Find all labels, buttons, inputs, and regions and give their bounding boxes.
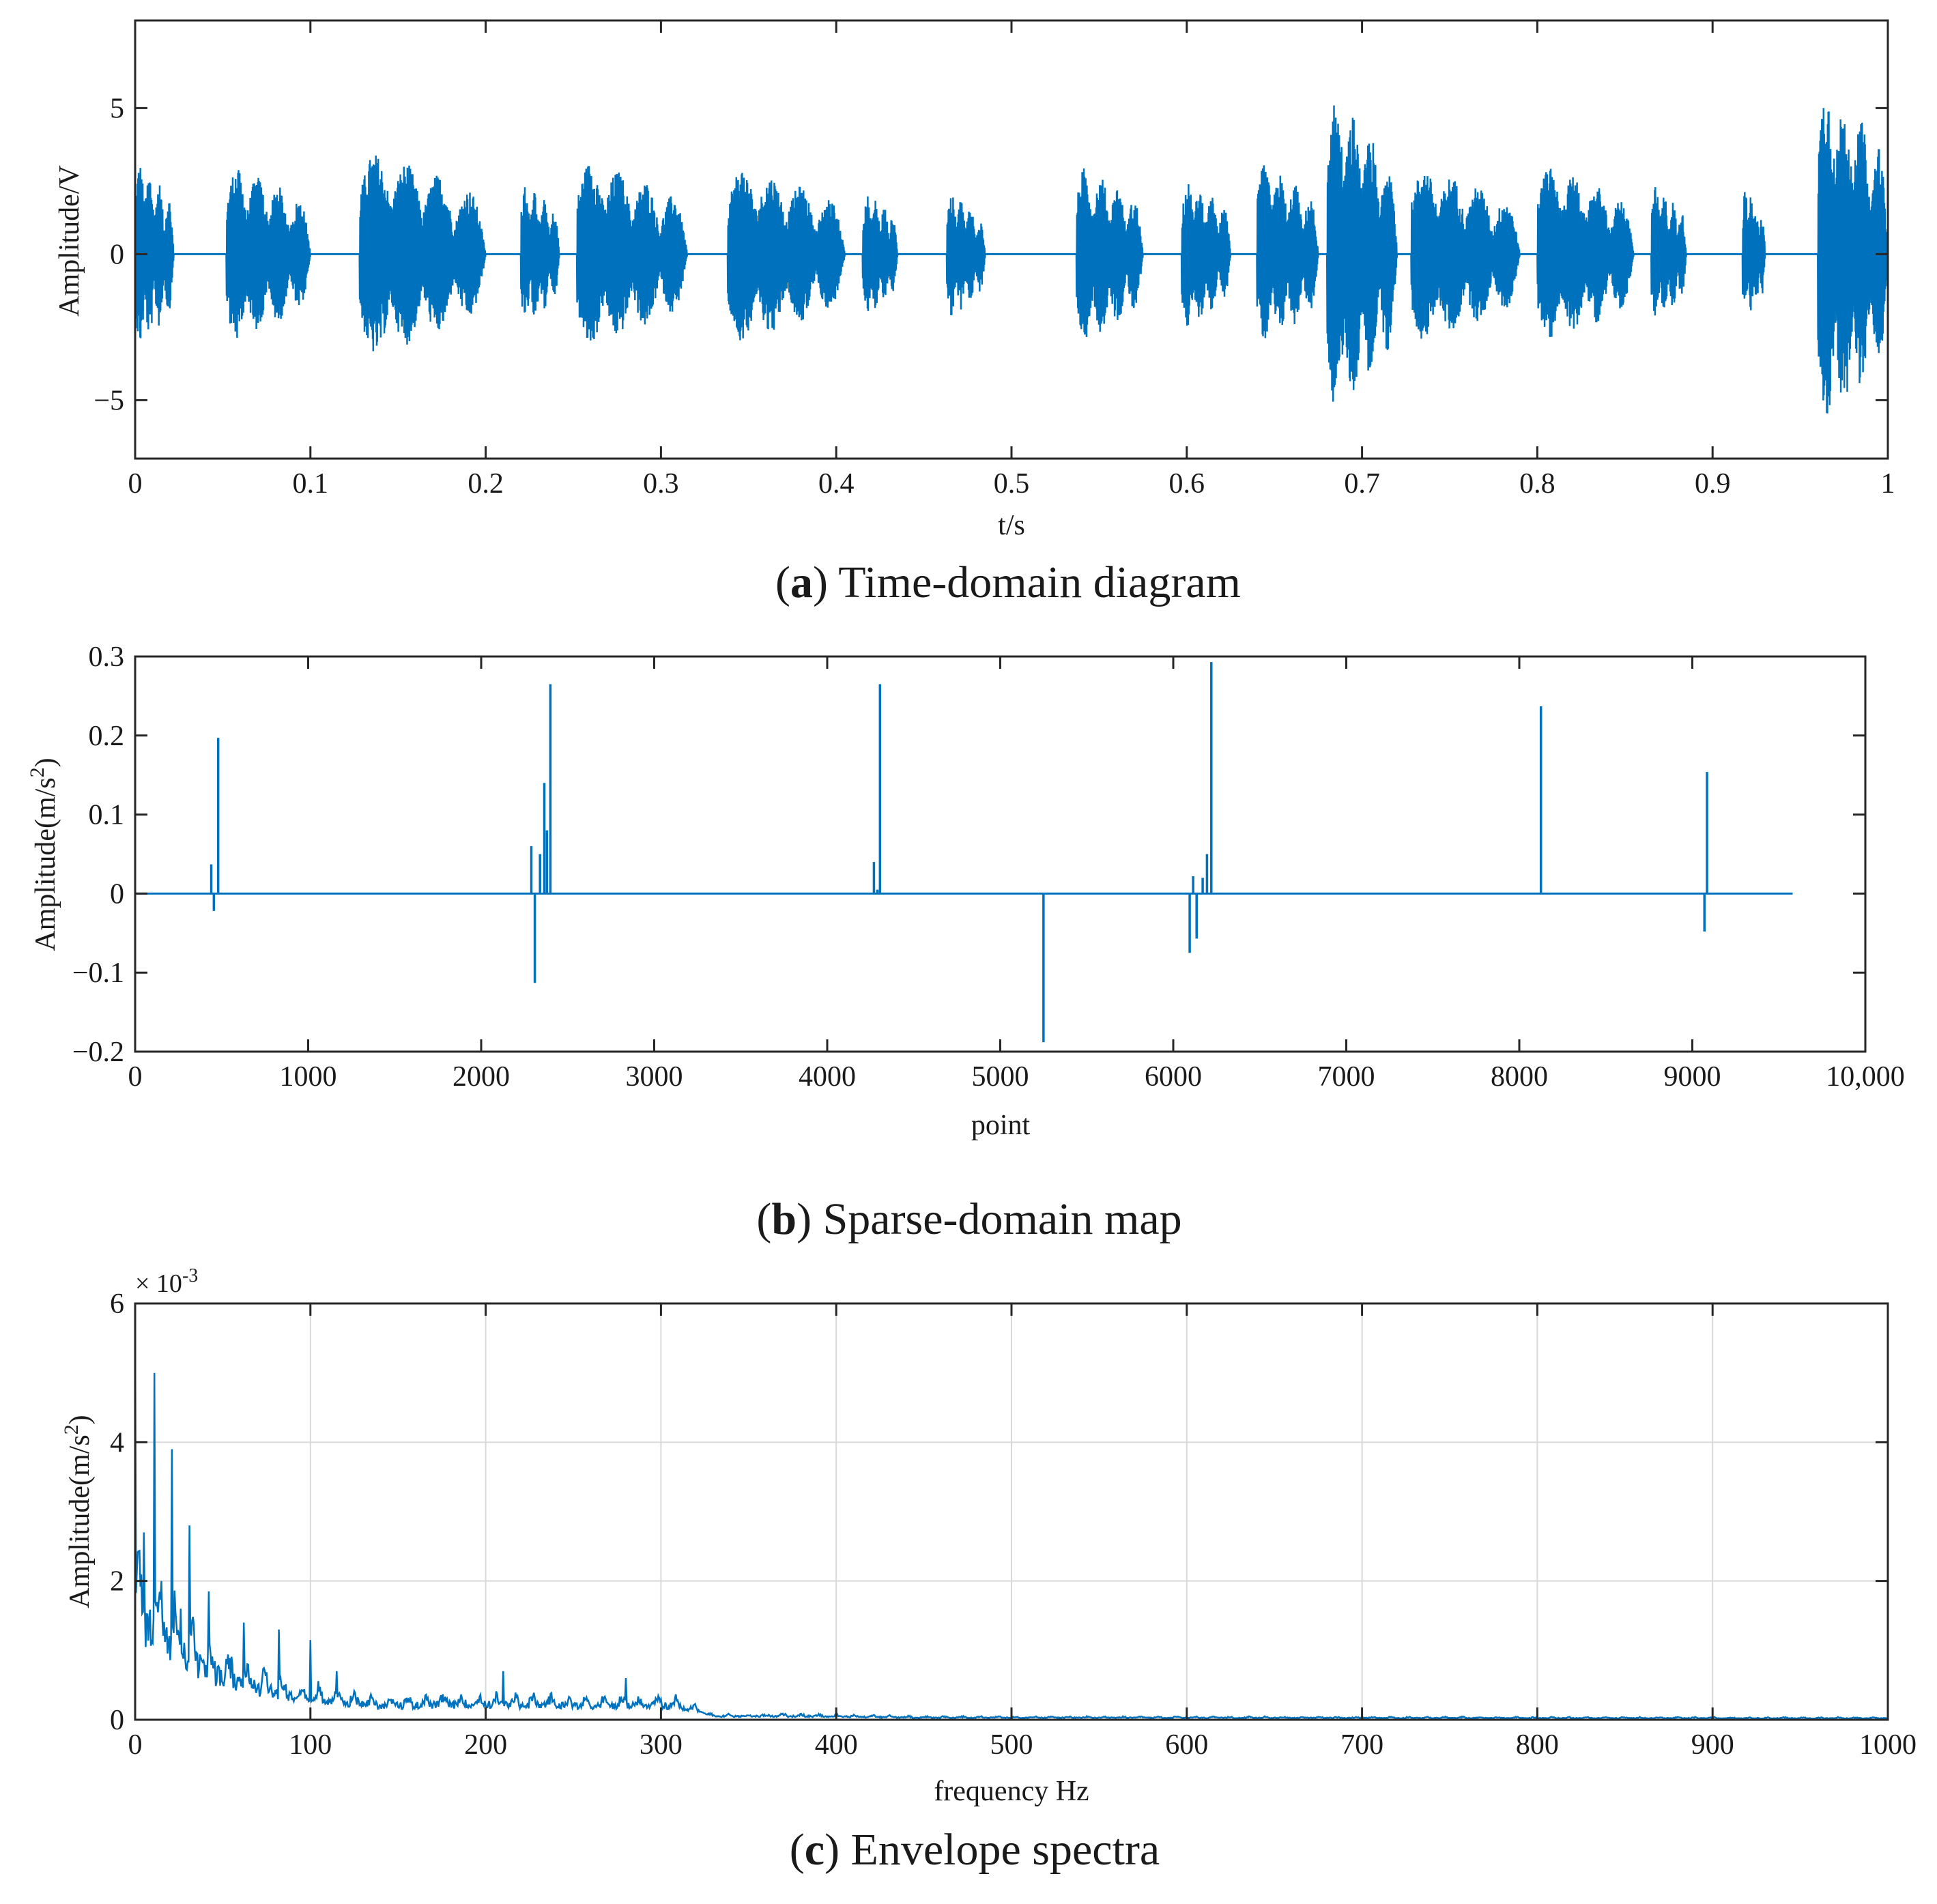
x-tick-label: 10,000 [1826, 1061, 1905, 1093]
panel-a-caption: (a) Time-domain diagram [775, 558, 1241, 607]
x-tick-label: 1 [1881, 468, 1895, 500]
signal-burst [519, 187, 560, 315]
x-tick-label: 200 [464, 1729, 507, 1761]
x-tick-label: 400 [815, 1729, 858, 1761]
y-tick-label: 0.1 [89, 800, 125, 831]
x-tick-label: 0.1 [293, 468, 329, 500]
panel-a: 0 0.1 0.2 0.3 0.4 0.5 0.6 0.7 0.8 0.9 1 5 0 −5 t/s A… [54, 19, 1895, 607]
x-tick-label: 7000 [1318, 1061, 1375, 1093]
y-tick-label: −0.1 [72, 957, 124, 989]
y-tick-label: 0 [110, 1705, 124, 1736]
x-tick-label: 3000 [626, 1061, 683, 1093]
panel-a-y-axis-label: Amplitude/V [54, 165, 85, 317]
signal-burst [225, 170, 312, 338]
x-tick-label: 1000 [1859, 1729, 1917, 1761]
x-tick-label: 1000 [280, 1061, 337, 1093]
x-tick-label: 100 [289, 1729, 332, 1761]
x-tick-label: 0.2 [468, 468, 504, 500]
x-tick-label: 800 [1516, 1729, 1559, 1761]
panel-a-x-axis-label: t/s [998, 510, 1025, 541]
signal-burst [575, 166, 689, 341]
x-tick-label: 0 [128, 468, 143, 500]
panel-c: 0 100 200 300 400 500 600 700 800 900 1000 6 4 2 0 × … [60, 1265, 1917, 1875]
x-tick-label: 6000 [1145, 1061, 1202, 1093]
x-tick-label: 0.7 [1344, 468, 1380, 500]
panel-c-x-ticks: 0 100 200 300 400 500 600 700 800 900 1000 [128, 1303, 1917, 1761]
signal-burst [1180, 184, 1232, 326]
panel-c-x-axis-label: frequency Hz [934, 1776, 1089, 1807]
signal-burst [1817, 108, 1889, 414]
signal-burst [945, 197, 986, 316]
panel-b-y-ticks: 0.3 0.2 0.1 0 −0.1 −0.2 [72, 641, 1865, 1068]
signal-burst [1536, 169, 1635, 337]
panel-c-y-ticks: 6 4 2 0 [110, 1288, 1888, 1736]
y-tick-label: −0.2 [72, 1037, 124, 1068]
x-tick-label: 900 [1691, 1729, 1734, 1761]
panel-a-y-ticks: 5 0 −5 [94, 93, 1888, 416]
panel-c-y-axis-label: Amplitude(m/s2) [60, 1415, 96, 1608]
x-tick-label: 5000 [972, 1061, 1029, 1093]
panel-c-exponent-label: × 10-3 [135, 1265, 198, 1299]
signal-burst [1325, 105, 1398, 402]
y-tick-label: 0 [110, 878, 124, 910]
signal-burst [134, 168, 175, 338]
y-tick-label: 0.2 [89, 721, 125, 752]
y-tick-label: 6 [110, 1288, 124, 1320]
x-tick-label: 2000 [453, 1061, 510, 1093]
x-tick-label: 4000 [799, 1061, 856, 1093]
x-tick-label: 600 [1165, 1729, 1208, 1761]
y-tick-label: −5 [94, 385, 124, 416]
panel-c-grid [134, 1303, 1889, 1720]
panel-b-signal [135, 662, 1793, 1043]
x-tick-label: 0.9 [1695, 468, 1731, 500]
signal-burst [1741, 192, 1766, 311]
panel-b-x-axis-label: point [971, 1110, 1031, 1141]
x-tick-label: 0.5 [994, 468, 1030, 500]
panel-a-signal [134, 105, 1889, 414]
x-tick-label: 300 [640, 1729, 683, 1761]
x-tick-label: 0 [128, 1729, 143, 1761]
signal-burst [1256, 165, 1319, 338]
x-tick-label: 700 [1340, 1729, 1383, 1761]
signal-burst [1650, 187, 1687, 316]
y-tick-label: 2 [110, 1566, 124, 1598]
x-tick-label: 0.6 [1169, 468, 1205, 500]
x-tick-label: 0 [128, 1061, 143, 1093]
signal-burst [1075, 168, 1144, 337]
panel-b: 0 1000 2000 3000 4000 5000 6000 7000 8000 9000 10,… [26, 641, 1905, 1244]
x-tick-label: 9000 [1664, 1061, 1721, 1093]
x-tick-label: 8000 [1491, 1061, 1548, 1093]
x-tick-label: 0.3 [643, 468, 679, 500]
panel-b-axes-box [134, 655, 1867, 1053]
panel-a-x-ticks: 0 0.1 0.2 0.3 0.4 0.5 0.6 0.7 0.8 0.9 1 [128, 20, 1895, 500]
y-tick-label: 4 [110, 1427, 124, 1458]
x-tick-label: 0.4 [818, 468, 855, 500]
panel-b-caption: (b) Sparse-domain map [756, 1194, 1181, 1244]
panel-b-x-ticks: 0 1000 2000 3000 4000 5000 6000 7000 8000 9000 10,… [128, 657, 1905, 1093]
y-tick-label: 5 [110, 93, 124, 124]
signal-burst [861, 196, 899, 311]
panel-c-caption: (c) Envelope spectra [790, 1825, 1160, 1875]
signal-burst [726, 173, 846, 341]
panel-b-y-axis-label: Amplitude(m/s2) [26, 758, 62, 951]
signal-burst [1410, 175, 1521, 339]
y-tick-label: 0.3 [89, 641, 125, 673]
x-tick-label: 500 [990, 1729, 1033, 1761]
x-tick-label: 0.8 [1519, 468, 1555, 500]
y-tick-label: 0 [110, 239, 124, 270]
signal-burst [358, 155, 487, 351]
